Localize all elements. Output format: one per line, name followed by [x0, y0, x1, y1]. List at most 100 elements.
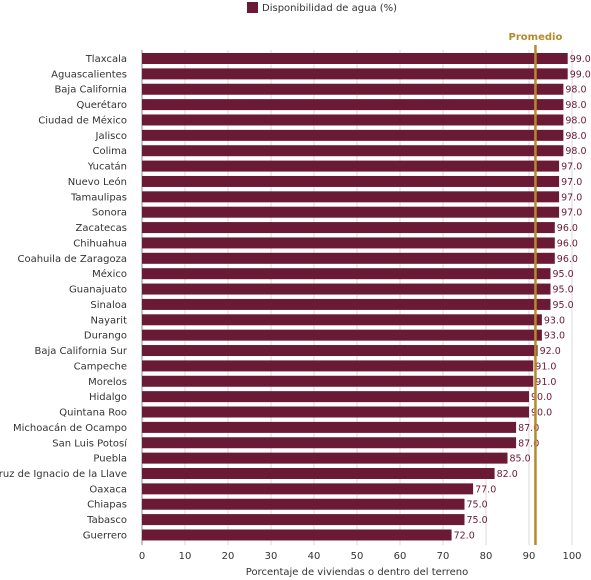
category-label: Oaxaca — [89, 484, 127, 495]
x-tick-label: 90 — [523, 551, 536, 562]
bar — [142, 237, 555, 249]
bar — [142, 268, 551, 280]
value-label: 96.0 — [557, 223, 578, 234]
bar — [142, 298, 551, 310]
value-label: 95.0 — [553, 269, 574, 280]
category-label: Tamaulipas — [70, 192, 127, 203]
value-label: 90.0 — [531, 392, 552, 403]
x-tick-label: 70 — [437, 551, 450, 562]
average-line-group: Promedio — [509, 32, 563, 545]
x-axis-ticks: 0 10 20 30 40 50 60 70 80 90 100 — [139, 551, 582, 562]
bar — [142, 114, 564, 126]
x-axis-title: Porcentaje de viviendas o dentro del ter… — [246, 567, 468, 578]
category-label: Querétaro — [77, 99, 127, 111]
value-label: 96.0 — [557, 238, 578, 249]
bar — [142, 421, 517, 433]
category-label: Aguascalientes — [51, 69, 127, 80]
x-tick-label: 60 — [394, 551, 407, 562]
value-label: 99.0 — [570, 54, 591, 65]
legend: Disponibilidad de agua (%) — [247, 2, 397, 14]
category-label: México — [92, 268, 127, 280]
category-label: Ciudad de México — [38, 114, 127, 126]
category-label: Nayarit — [91, 315, 128, 326]
legend-label: Disponibilidad de agua (%) — [262, 3, 397, 14]
x-tick-label: 10 — [179, 551, 192, 562]
value-label: 98.0 — [565, 115, 586, 126]
bar — [142, 498, 465, 510]
value-labels: 99.0 99.0 98.0 98.0 98.0 98.0 98.0 97.0 97.0 97.0… — [454, 54, 591, 541]
bar — [142, 83, 564, 95]
x-tick-label: 30 — [265, 551, 278, 562]
bar — [142, 345, 538, 357]
category-labels: Tlaxcala Aguascalientes Baja California Que… — [0, 54, 128, 541]
value-label: 98.0 — [565, 85, 586, 96]
category-label: Durango — [84, 331, 127, 342]
value-label: 91.0 — [535, 377, 556, 388]
value-label: 72.0 — [454, 530, 475, 541]
category-label: Sonora — [92, 208, 127, 219]
x-tick-label: 20 — [222, 551, 235, 562]
bar — [142, 160, 560, 172]
category-label: Baja California Sur — [34, 346, 127, 357]
value-label: 98.0 — [565, 131, 586, 142]
value-label: 93.0 — [544, 331, 565, 342]
category-label: Jalisco — [95, 131, 127, 142]
bar — [142, 68, 568, 80]
value-label: 96.0 — [557, 254, 578, 265]
category-label: Sinaloa — [90, 300, 127, 311]
category-label: Hidalgo — [89, 392, 127, 403]
value-label: 90.0 — [531, 408, 552, 419]
bar — [142, 529, 452, 541]
category-label: Campeche — [74, 361, 127, 372]
bar — [142, 391, 529, 403]
value-label: 97.0 — [561, 192, 582, 203]
bar — [142, 437, 517, 449]
value-label: 77.0 — [475, 484, 496, 495]
x-tick-label: 100 — [562, 551, 581, 562]
category-label: Colima — [92, 146, 127, 157]
value-label: 95.0 — [553, 300, 574, 311]
average-label: Promedio — [509, 32, 563, 43]
category-label: Baja California — [54, 85, 127, 96]
bar — [142, 99, 564, 111]
bar — [142, 191, 560, 203]
category-label: Tlaxcala — [85, 54, 127, 65]
value-label: 75.0 — [467, 515, 488, 526]
value-label: 98.0 — [565, 100, 586, 111]
category-label: Guerrero — [83, 530, 127, 541]
value-label: 95.0 — [553, 285, 574, 296]
value-label: 99.0 — [570, 69, 591, 80]
bar — [142, 360, 534, 372]
value-label: 93.0 — [544, 315, 565, 326]
category-label: Quintana Roo — [59, 408, 127, 419]
bar — [142, 406, 529, 418]
category-label: Guanajuato — [69, 285, 127, 296]
x-tick-label: 40 — [308, 551, 321, 562]
value-label: 87.0 — [518, 423, 539, 434]
category-label: San Luis Potosí — [52, 437, 128, 449]
bar — [142, 514, 465, 526]
bar — [142, 145, 564, 157]
x-tick-label: 80 — [480, 551, 493, 562]
bar — [142, 252, 555, 264]
category-label: Zacatecas — [75, 223, 127, 234]
category-label: Puebla — [93, 454, 127, 465]
bar — [142, 452, 508, 464]
bar — [142, 467, 495, 479]
bars — [142, 53, 568, 541]
value-label: 97.0 — [561, 177, 582, 188]
category-label: Morelos — [88, 377, 127, 388]
bar — [142, 206, 560, 218]
bar — [142, 483, 474, 495]
bar — [142, 175, 560, 187]
value-label: 91.0 — [535, 361, 556, 372]
x-tick-label: 50 — [351, 551, 364, 562]
bar — [142, 375, 534, 387]
category-label: Michoacán de Ocampo — [13, 422, 127, 434]
value-label: 87.0 — [518, 438, 539, 449]
legend-swatch — [247, 2, 258, 13]
bar — [142, 314, 542, 326]
x-tick-label: 0 — [139, 551, 145, 562]
value-label: 92.0 — [540, 346, 561, 357]
bar — [142, 329, 542, 341]
